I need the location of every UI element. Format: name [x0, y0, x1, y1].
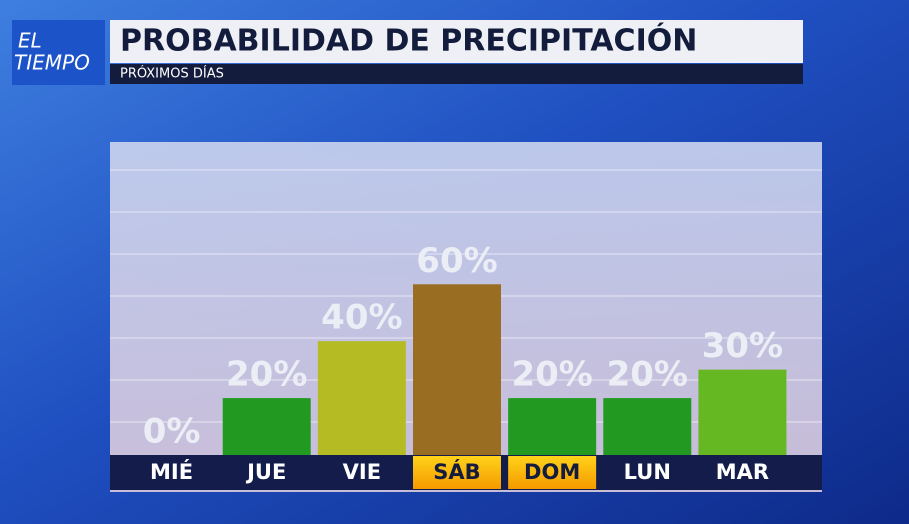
bar [698, 369, 787, 455]
x-tick-label: JUE [245, 460, 286, 484]
x-tick-label: LUN [624, 460, 671, 484]
bar [508, 398, 597, 455]
x-tick-label: SÁB [433, 459, 480, 484]
x-tick-label: VIE [343, 460, 381, 484]
title-bar [110, 20, 803, 63]
logo-text: TIEMPO [14, 51, 90, 75]
logo-text: EL [18, 29, 42, 53]
value-label: 60% [416, 241, 497, 281]
value-label: 20% [226, 355, 307, 395]
x-tick-label: MAR [716, 460, 769, 484]
subtitle-bar [110, 64, 803, 84]
chart-subtitle: PRÓXIMOS DÍAS [120, 66, 224, 82]
category-highlight [508, 456, 597, 489]
value-label: 30% [702, 326, 783, 366]
value-label: 40% [321, 298, 402, 338]
bar [603, 398, 692, 455]
chart-title: PROBABILIDAD DE PRECIPITACIÓN [120, 22, 697, 59]
value-label: 20% [607, 355, 688, 395]
value-label: 20% [511, 355, 592, 395]
x-tick-label: MIÉ [150, 459, 193, 484]
x-tick-label: DOM [524, 460, 580, 484]
bar [222, 398, 311, 455]
logo-box [12, 20, 105, 85]
category-highlight [413, 456, 501, 489]
bar [317, 341, 406, 455]
value-label: 0% [143, 412, 201, 452]
bar [413, 284, 501, 455]
